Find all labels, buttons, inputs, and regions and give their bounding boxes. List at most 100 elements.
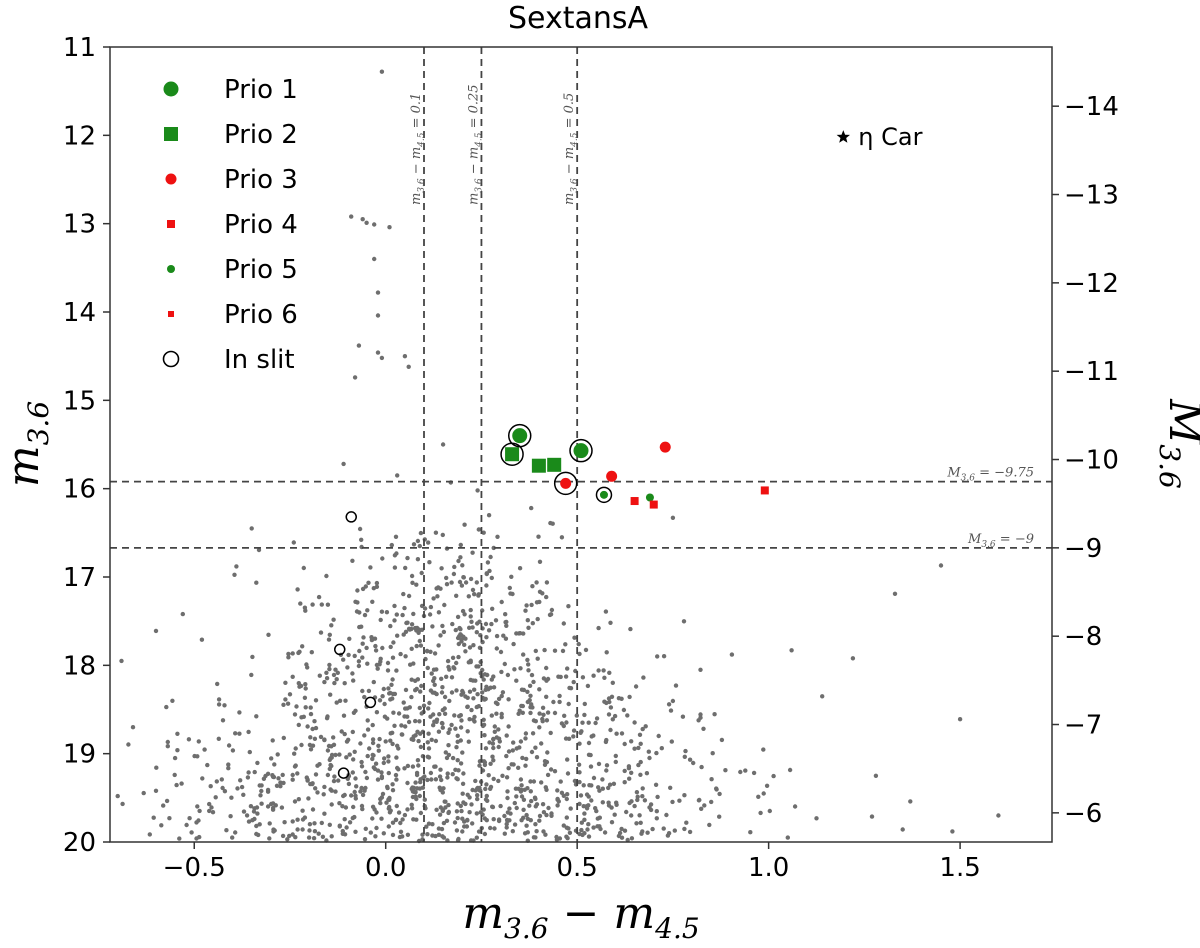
background-star-point	[409, 802, 414, 807]
background-star-point	[629, 770, 634, 775]
background-star-point	[316, 831, 321, 836]
background-star-point	[161, 803, 166, 808]
background-star-point	[701, 726, 706, 731]
background-star-point	[237, 710, 242, 715]
background-star-point	[400, 834, 405, 839]
background-star-point	[414, 686, 419, 692]
background-star-point	[468, 677, 473, 683]
background-star-point	[440, 442, 446, 447]
background-star-point	[167, 816, 172, 821]
background-star-point	[654, 809, 659, 814]
background-star-point	[286, 655, 291, 660]
background-star-point	[377, 698, 383, 703]
background-star-point	[496, 727, 501, 732]
background-star-point	[529, 602, 534, 608]
background-star-point	[503, 636, 509, 641]
background-star-point	[614, 731, 619, 736]
background-star-point	[327, 666, 332, 672]
background-star-point	[473, 778, 478, 784]
background-star-point	[482, 760, 488, 765]
background-star-point	[469, 707, 474, 713]
background-star-point	[405, 807, 410, 812]
background-star-point	[504, 775, 510, 780]
background-star-point	[216, 697, 222, 702]
background-star-point	[351, 804, 356, 810]
background-star-point	[512, 800, 517, 806]
background-star-point	[220, 718, 226, 723]
background-star-point	[444, 674, 449, 679]
background-star-point	[465, 704, 470, 710]
background-star-point	[505, 810, 511, 815]
background-star-point	[390, 832, 396, 838]
background-star-point	[537, 687, 542, 692]
background-star-point	[329, 744, 334, 749]
background-star-point	[367, 746, 372, 751]
background-star-point	[460, 563, 465, 568]
background-star-point	[621, 707, 627, 713]
color-cut-label: m3.6 − m4.5 = 0.5	[562, 93, 580, 205]
background-star-point	[908, 799, 913, 804]
prio-3-point	[659, 441, 671, 453]
background-star-point	[418, 731, 423, 736]
background-star-point	[197, 808, 202, 814]
background-star-point	[524, 756, 529, 762]
background-star-point	[322, 737, 327, 742]
background-star-point	[301, 714, 306, 719]
background-star-point	[280, 772, 285, 778]
background-star-point	[530, 621, 535, 626]
background-star-point	[175, 731, 180, 736]
background-star-point	[342, 731, 347, 737]
background-star-point	[460, 816, 465, 821]
background-star-point	[345, 665, 350, 670]
background-star-point	[196, 818, 201, 823]
background-star-point	[577, 801, 582, 807]
background-star-point	[476, 592, 481, 597]
background-star-point	[337, 824, 342, 829]
background-star-point	[541, 712, 546, 717]
background-star-point	[613, 759, 618, 765]
background-star-point	[361, 635, 366, 640]
background-star-point	[442, 711, 448, 716]
background-star-point	[312, 719, 317, 724]
background-star-point	[452, 820, 458, 825]
background-star-point	[232, 572, 237, 577]
legend-label: In slit	[224, 345, 295, 375]
background-star-point	[392, 723, 397, 728]
background-star-point	[600, 777, 605, 782]
background-star-point	[319, 602, 324, 607]
background-star-point	[241, 792, 246, 797]
background-star-point	[354, 609, 360, 614]
background-star-point	[534, 580, 539, 585]
background-star-point	[572, 635, 577, 640]
background-star-point	[395, 633, 400, 638]
background-star-point	[490, 606, 495, 611]
background-star-point	[533, 745, 538, 750]
background-star-point	[310, 726, 315, 732]
background-star-point	[496, 744, 501, 750]
background-star-point	[172, 755, 178, 761]
background-star-point	[254, 823, 259, 829]
background-star-point	[241, 809, 247, 814]
background-star-point	[428, 688, 434, 693]
background-star-point	[443, 805, 448, 810]
background-star-point	[310, 781, 315, 787]
background-star-point	[544, 580, 550, 585]
background-star-point	[470, 821, 475, 826]
background-star-point	[563, 642, 568, 647]
background-stars	[115, 69, 1001, 844]
background-star-point	[487, 740, 492, 745]
background-star-point	[370, 816, 375, 821]
background-star-point	[503, 612, 508, 617]
background-star-point	[388, 644, 393, 650]
prio-2-point	[547, 457, 562, 472]
background-star-point	[606, 712, 612, 717]
background-star-point	[481, 530, 486, 535]
background-star-point	[363, 785, 368, 791]
background-star-point	[389, 682, 394, 687]
background-star-point	[446, 743, 451, 748]
background-star-point	[680, 714, 686, 719]
background-star-point	[374, 710, 380, 715]
background-star-point	[436, 729, 442, 734]
background-star-point	[403, 654, 408, 659]
background-star-point	[333, 789, 338, 794]
